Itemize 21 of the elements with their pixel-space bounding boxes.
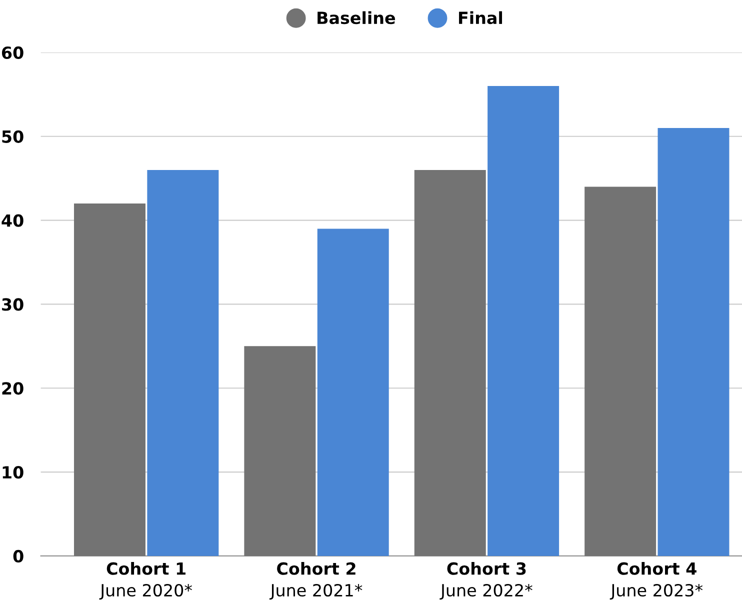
legend-label: Baseline [318,11,396,24]
x-tick-label: Cohort 3 June 2022* [440,562,532,600]
x-tick-label: Cohort 1 June 2020* [99,562,192,600]
y-tick-label: 0 [13,550,24,563]
y-tick-label: 50 [2,130,24,143]
y-tick-label: 60 [2,46,24,60]
bar [584,186,656,556]
x-tick-label: Cohort 2 June 2021* [269,562,362,600]
y-tick-label: 30 [2,298,24,311]
legend-label: Final [459,11,502,24]
y-tick-label: 40 [2,214,24,227]
bar [147,170,219,556]
bar [488,86,560,556]
bar [244,346,316,556]
bar [658,128,730,556]
y-tick-label: 10 [2,466,24,479]
bar [414,170,486,556]
bar [317,228,389,556]
x-tick-label: Cohort 4 June 2023* [610,562,703,600]
bar [74,204,146,556]
y-tick-label: 20 [2,382,24,395]
